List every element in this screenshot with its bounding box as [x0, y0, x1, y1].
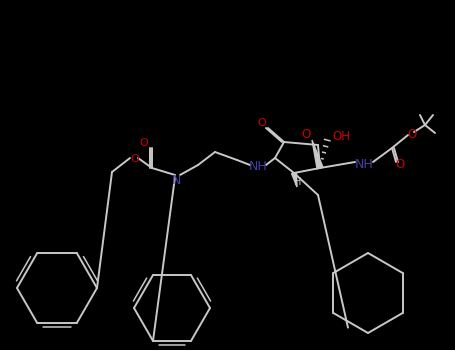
Text: N: N	[172, 174, 181, 187]
Text: NH: NH	[354, 158, 374, 170]
Polygon shape	[292, 173, 297, 187]
Text: O: O	[395, 159, 404, 172]
Text: O: O	[407, 128, 417, 141]
Text: O: O	[131, 154, 139, 164]
Polygon shape	[312, 140, 323, 169]
Text: NH: NH	[248, 161, 268, 174]
Text: H: H	[294, 177, 302, 187]
Text: O: O	[301, 128, 311, 141]
Text: O: O	[258, 118, 266, 128]
Text: OH: OH	[332, 131, 350, 144]
Text: O: O	[140, 138, 148, 148]
